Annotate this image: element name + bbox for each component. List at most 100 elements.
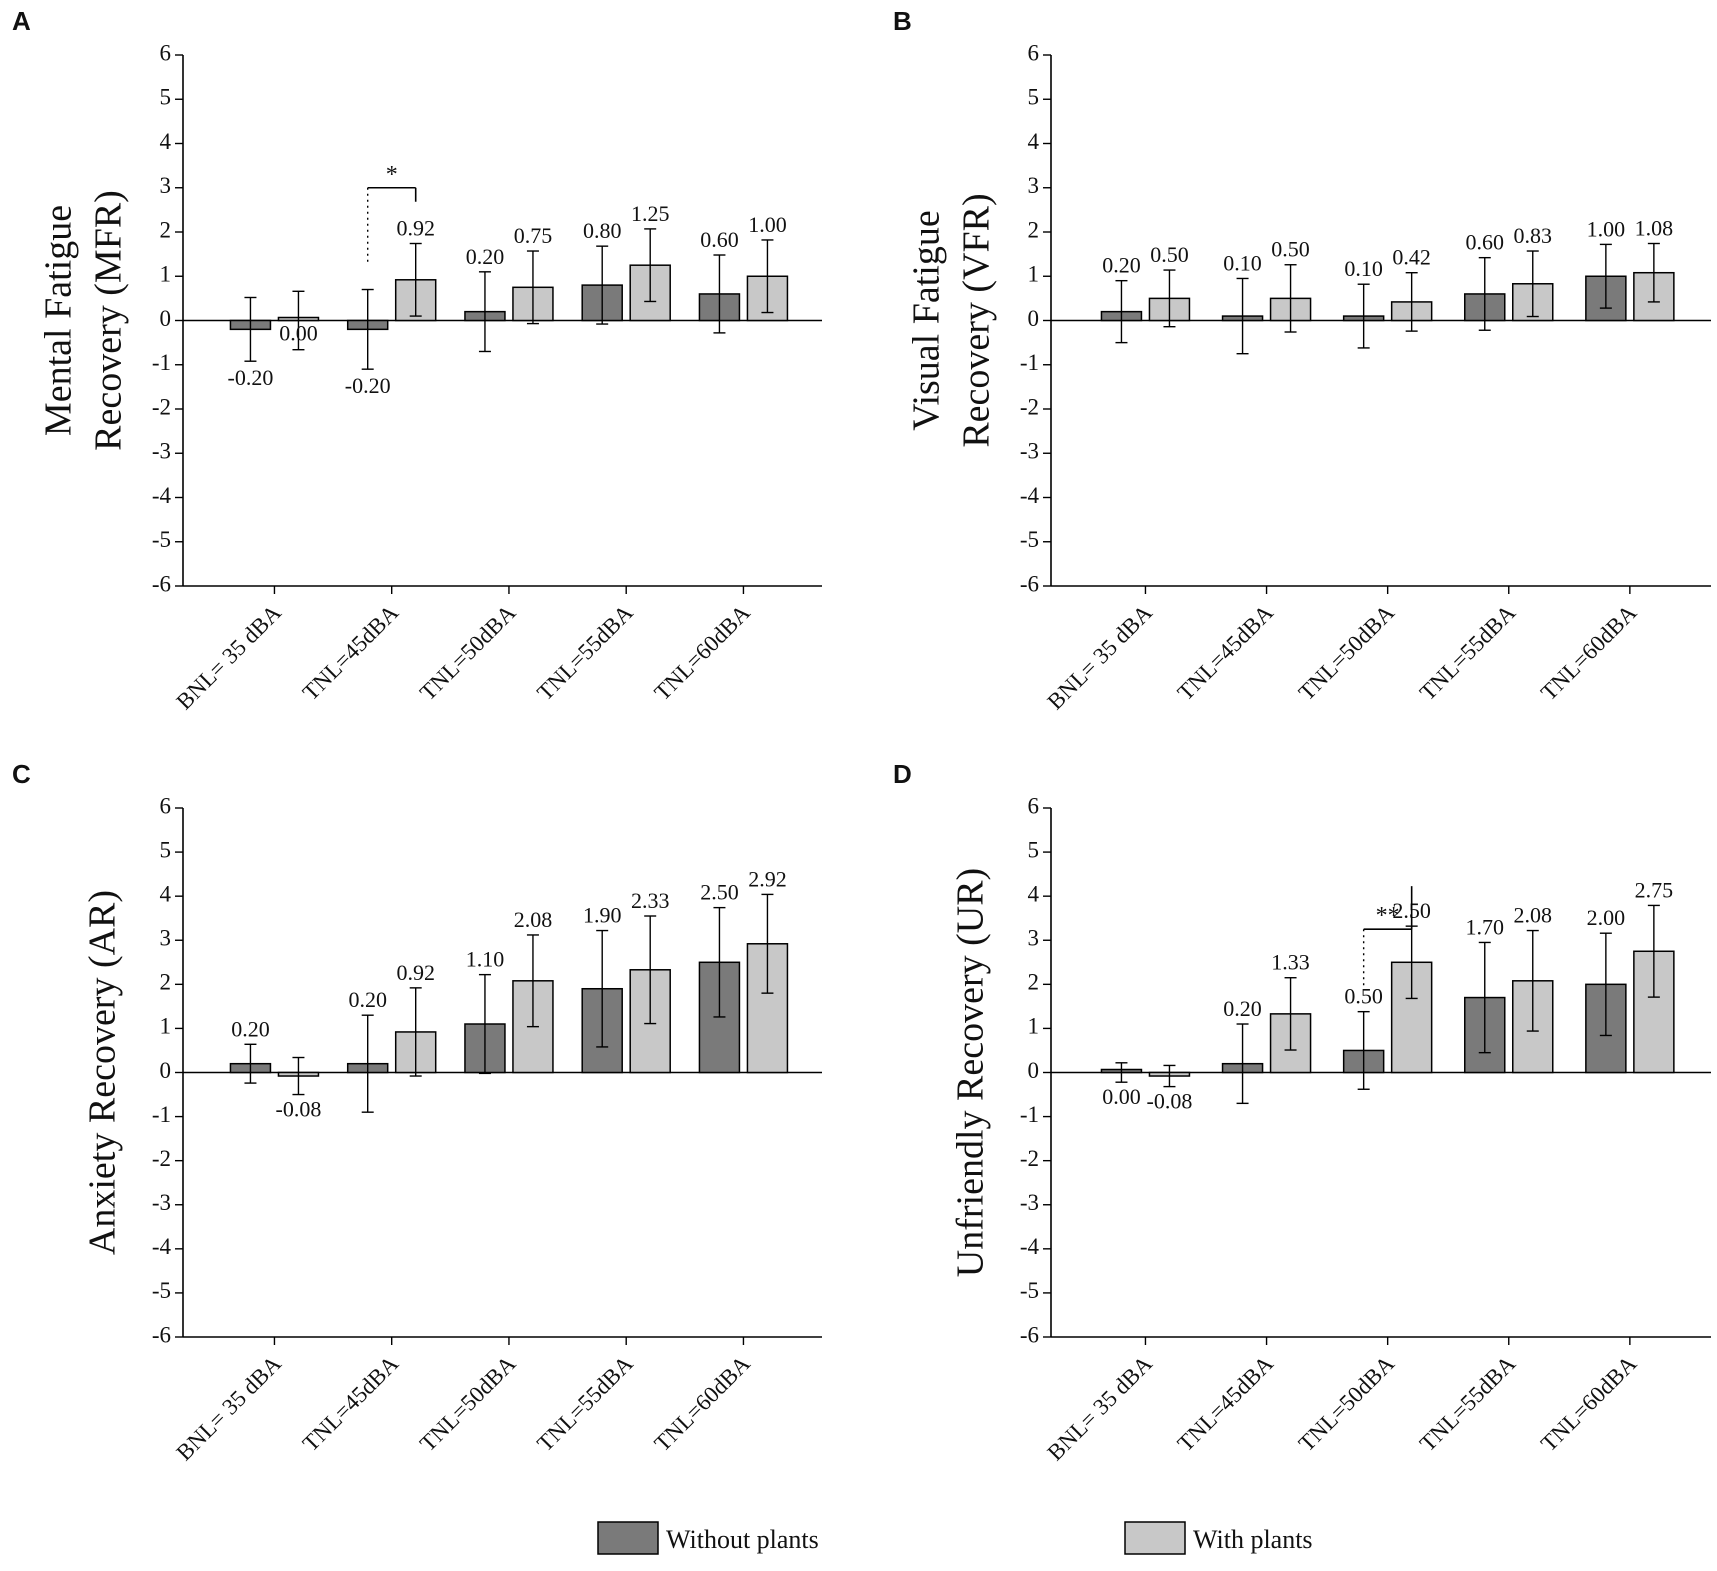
x-tick-label: TNL=60dBA — [1536, 1351, 1642, 1457]
x-tick-label: TNL=45dBA — [1173, 1351, 1279, 1457]
chart-panel-b: B Visual Fatigue Recovery (VFR) 6 5 4 3 2 1 0 -1 -2… — [893, 6, 1711, 714]
data-label: 2.50 — [700, 880, 739, 905]
data-label: 2.33 — [631, 888, 670, 913]
data-label: 0.20 — [1223, 996, 1262, 1021]
data-label: 0.60 — [700, 227, 739, 252]
y-tick-label: -5 — [1020, 527, 1039, 552]
panel-letter: A — [12, 6, 31, 36]
y-tick-label: -3 — [152, 439, 171, 464]
x-tick-label: TNL=55dBA — [1415, 600, 1521, 706]
y-tick-label: -3 — [152, 1190, 171, 1215]
x-tick-label: TNL=50dBA — [1294, 1351, 1400, 1457]
data-label: 0.83 — [1514, 223, 1553, 248]
y-tick-label: -4 — [1020, 483, 1040, 508]
bar — [1633, 950, 1675, 1074]
data-label: 0.00 — [1102, 1084, 1141, 1109]
y-tick-label: 1 — [1028, 1014, 1040, 1039]
x-tick-label: TNL=45dBA — [298, 600, 404, 706]
panel-letter: D — [893, 759, 912, 789]
y-tick-label: 2 — [1028, 217, 1040, 242]
y-tick-label: 6 — [1028, 793, 1040, 818]
data-label: 2.00 — [1587, 905, 1626, 930]
data-label: 0.00 — [279, 321, 318, 346]
data-label: 0.80 — [583, 218, 622, 243]
significance-label: * — [386, 162, 398, 188]
data-label: -0.20 — [345, 373, 391, 398]
data-label: -0.08 — [276, 1097, 322, 1122]
y-tick-label: -6 — [152, 571, 171, 596]
data-label: 2.75 — [1635, 877, 1674, 902]
y-tick-label: 0 — [160, 306, 172, 331]
data-label: 1.90 — [583, 903, 622, 928]
legend-swatch-without — [597, 1521, 659, 1555]
y-axis-title: Mental Fatigue — [38, 205, 80, 436]
y-tick-label: 1 — [160, 1014, 172, 1039]
y-axis-title-line2: Recovery (MFR) — [88, 190, 130, 451]
y-tick-label: 4 — [160, 129, 172, 154]
y-tick-label: -3 — [1020, 1190, 1039, 1215]
data-label: 1.10 — [466, 947, 505, 972]
y-tick-label: 0 — [1028, 1058, 1040, 1083]
legend-label-without: Without plants — [666, 1525, 819, 1554]
y-tick-label: 1 — [160, 262, 172, 287]
y-tick-label: 1 — [1028, 262, 1040, 287]
data-label: 2.08 — [1514, 903, 1553, 928]
x-tick-label: BNL= 35 dBA — [171, 1351, 286, 1466]
data-label: 1.25 — [631, 201, 670, 226]
y-tick-label: 2 — [160, 970, 172, 995]
data-label: 1.00 — [1587, 216, 1626, 241]
data-label: 0.50 — [1150, 242, 1189, 267]
y-tick-label: 5 — [1028, 837, 1040, 862]
x-tick-label: TNL=45dBA — [1173, 600, 1279, 706]
data-label: 0.42 — [1392, 245, 1431, 270]
panel-letter: B — [893, 6, 912, 36]
data-label: 0.20 — [231, 1016, 270, 1041]
y-tick-label: 6 — [1028, 40, 1040, 65]
y-tick-label: -5 — [152, 527, 171, 552]
y-tick-label: 5 — [160, 837, 172, 862]
y-tick-label: 4 — [160, 881, 172, 906]
y-tick-label: 2 — [160, 217, 172, 242]
y-axis-title-line2: Recovery (VFR) — [956, 193, 998, 447]
data-label: 1.08 — [1635, 216, 1674, 241]
data-label: 0.20 — [1102, 253, 1141, 278]
data-label: 0.50 — [1344, 984, 1383, 1009]
data-label: 0.92 — [396, 216, 435, 241]
data-label: 1.70 — [1466, 914, 1505, 939]
y-tick-label: 0 — [1028, 306, 1040, 331]
data-label: 0.60 — [1466, 230, 1505, 255]
x-tick-label: TNL=50dBA — [1294, 600, 1400, 706]
y-tick-label: 0 — [160, 1058, 172, 1083]
legend: Without plants With plants — [597, 1521, 1313, 1555]
data-label: 1.33 — [1271, 950, 1310, 975]
y-tick-label: -6 — [1020, 1322, 1039, 1347]
x-tick-label: TNL=55dBA — [1415, 1351, 1521, 1457]
y-tick-label: 2 — [1028, 970, 1040, 995]
x-tick-label: BNL= 35 dBA — [171, 600, 286, 715]
x-tick-label: TNL=55dBA — [532, 600, 638, 706]
data-label: 0.20 — [348, 987, 387, 1012]
x-tick-label: TNL=50dBA — [415, 600, 521, 706]
chart-panel-c: C Anxiety Recovery (AR) 6 5 4 3 2 1 0 -1 -2 -3 -4 -5 -… — [12, 759, 822, 1465]
y-tick-label: 6 — [160, 40, 172, 65]
data-label: 1.00 — [748, 212, 787, 237]
y-tick-label: -2 — [1020, 394, 1039, 419]
y-tick-label: -4 — [152, 1234, 172, 1259]
data-label: 0.92 — [396, 960, 435, 985]
chart-panel-a: A Mental Fatigue Recovery (MFR) 6 5 4 3 2 1 0 -1 -2… — [12, 6, 822, 714]
y-tick-label: -4 — [1020, 1234, 1040, 1259]
y-tick-label: 3 — [160, 173, 172, 198]
x-tick-label: TNL=45dBA — [298, 1351, 404, 1457]
data-label: 0.20 — [466, 244, 505, 269]
x-tick-label: TNL=60dBA — [650, 600, 756, 706]
x-tick-label: TNL=60dBA — [650, 1351, 756, 1457]
y-tick-label: -4 — [152, 483, 172, 508]
data-label: 2.08 — [514, 907, 553, 932]
y-tick-label: 4 — [1028, 881, 1040, 906]
y-tick-label: -1 — [152, 1102, 171, 1127]
y-axis-title: Visual Fatigue — [906, 210, 948, 430]
y-tick-label: 4 — [1028, 129, 1040, 154]
y-tick-label: -6 — [1020, 571, 1039, 596]
y-tick-label: -2 — [1020, 1146, 1039, 1171]
